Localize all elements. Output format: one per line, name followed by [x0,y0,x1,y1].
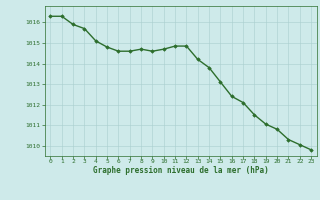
X-axis label: Graphe pression niveau de la mer (hPa): Graphe pression niveau de la mer (hPa) [93,166,269,175]
